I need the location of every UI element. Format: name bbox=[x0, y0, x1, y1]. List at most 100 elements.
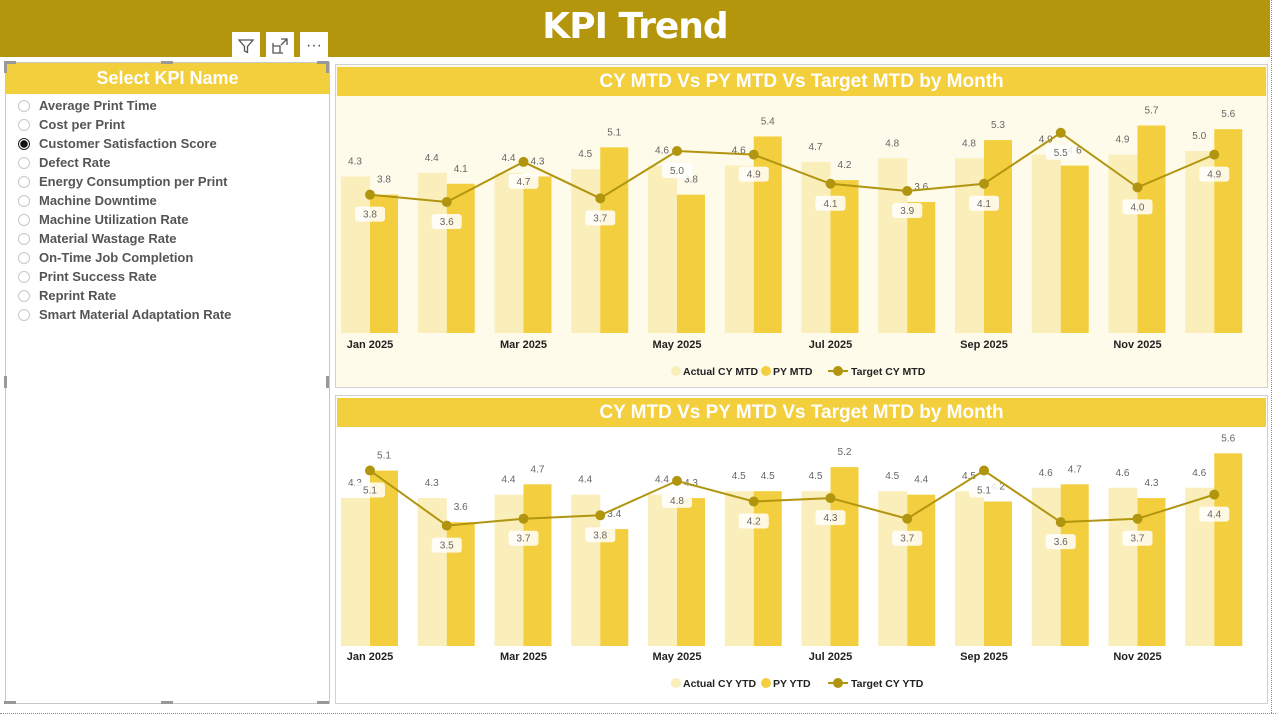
py-bar bbox=[1060, 165, 1089, 333]
actual-label: 4.9 bbox=[1039, 135, 1053, 146]
target-point bbox=[1055, 517, 1066, 528]
target-point bbox=[595, 193, 606, 204]
radio-icon[interactable] bbox=[18, 308, 30, 321]
filter-icon[interactable] bbox=[232, 32, 260, 60]
target-point bbox=[748, 149, 759, 160]
target-label: 4.1 bbox=[824, 199, 838, 210]
actual-label: 4.8 bbox=[885, 138, 899, 149]
target-point bbox=[441, 520, 452, 531]
radio-icon[interactable] bbox=[18, 175, 30, 188]
target-label-box bbox=[355, 482, 385, 498]
py-label: 4.7 bbox=[531, 464, 545, 475]
actual-bar bbox=[1108, 487, 1138, 646]
target-label-box bbox=[815, 195, 846, 211]
slicer-option-label: Machine Utilization Rate bbox=[39, 212, 189, 227]
chart-title: CY MTD Vs PY MTD Vs Target MTD by Month bbox=[337, 67, 1266, 96]
slicer-option[interactable]: Customer Satisfaction Score bbox=[6, 134, 329, 153]
slicer-option[interactable]: Machine Utilization Rate bbox=[6, 210, 329, 229]
radio-icon[interactable] bbox=[18, 99, 30, 112]
slicer-option[interactable]: Machine Downtime bbox=[6, 191, 329, 210]
slicer-option[interactable]: Average Print Time bbox=[6, 96, 329, 115]
target-label-box bbox=[1122, 530, 1153, 546]
py-bar bbox=[677, 498, 705, 646]
radio-icon[interactable] bbox=[18, 289, 30, 302]
slicer-option[interactable]: Defect Rate bbox=[6, 153, 329, 172]
actual-label: 5.0 bbox=[1192, 131, 1206, 142]
py-bar bbox=[1214, 453, 1243, 646]
target-label-box bbox=[815, 510, 846, 526]
py-bar bbox=[830, 467, 859, 646]
py-bar bbox=[1137, 498, 1166, 646]
py-bar bbox=[1060, 484, 1089, 646]
target-point bbox=[1209, 489, 1220, 500]
x-tick-label: May 2025 bbox=[653, 651, 702, 663]
header-bar: KPI Trend bbox=[0, 0, 1270, 57]
slicer-option[interactable]: Cost per Print bbox=[6, 115, 329, 134]
radio-icon[interactable] bbox=[18, 137, 30, 150]
x-tick-label: Jan 2025 bbox=[347, 339, 393, 351]
target-label: 4.9 bbox=[1207, 170, 1221, 181]
slicer-option[interactable]: Smart Material Adaptation Rate bbox=[6, 305, 329, 324]
chart-title: CY MTD Vs PY MTD Vs Target MTD by Month bbox=[337, 398, 1266, 427]
actual-bar bbox=[341, 498, 370, 646]
py-bar bbox=[1214, 129, 1243, 333]
radio-icon[interactable] bbox=[18, 156, 30, 169]
legend-py-icon bbox=[761, 366, 771, 376]
chart-ytd: CY MTD Vs PY MTD Vs Target MTD by Month … bbox=[335, 395, 1268, 704]
py-label: 3.6 bbox=[454, 502, 468, 513]
x-tick-label: May 2025 bbox=[653, 339, 702, 351]
target-label-box bbox=[969, 482, 999, 498]
radio-icon[interactable] bbox=[18, 213, 30, 226]
slicer-option-label: Energy Consumption per Print bbox=[39, 174, 228, 189]
radio-icon[interactable] bbox=[18, 251, 30, 264]
target-label-box bbox=[585, 527, 616, 543]
slicer-option[interactable]: Reprint Rate bbox=[6, 286, 329, 305]
target-label: 5.1 bbox=[977, 486, 991, 497]
radio-icon[interactable] bbox=[18, 232, 30, 245]
target-point bbox=[902, 513, 913, 524]
radio-icon[interactable] bbox=[18, 270, 30, 283]
target-label: 3.8 bbox=[363, 210, 377, 221]
legend-target-icon bbox=[833, 366, 843, 376]
py-bar bbox=[1137, 125, 1166, 333]
x-tick-label: Jan 2025 bbox=[347, 651, 393, 663]
more-options-icon[interactable]: ··· bbox=[300, 32, 328, 60]
py-bar bbox=[984, 140, 1012, 333]
actual-bar bbox=[417, 172, 447, 333]
slicer-option[interactable]: Energy Consumption per Print bbox=[6, 172, 329, 191]
target-point bbox=[825, 493, 836, 504]
target-label-box bbox=[892, 203, 923, 219]
actual-label: 4.6 bbox=[1116, 468, 1130, 479]
legend-actual-icon bbox=[671, 678, 681, 688]
actual-bar bbox=[724, 165, 754, 333]
target-label-box bbox=[969, 195, 999, 211]
target-label-box bbox=[1199, 166, 1230, 182]
x-tick-label: Jul 2025 bbox=[809, 339, 852, 351]
target-label: 3.5 bbox=[440, 541, 454, 552]
slicer-option[interactable]: Material Wastage Rate bbox=[6, 229, 329, 248]
target-point bbox=[365, 465, 375, 476]
target-label-box bbox=[738, 166, 769, 182]
target-label: 4.3 bbox=[824, 513, 838, 524]
legend-target: Target CY YTD bbox=[851, 678, 924, 690]
py-label: 5.4 bbox=[761, 116, 775, 127]
focus-mode-icon[interactable] bbox=[266, 32, 294, 60]
target-label: 3.7 bbox=[1131, 534, 1145, 545]
radio-icon[interactable] bbox=[18, 118, 30, 131]
radio-icon[interactable] bbox=[18, 194, 30, 207]
actual-label: 4.3 bbox=[425, 478, 439, 489]
slicer-option[interactable]: Print Success Rate bbox=[6, 267, 329, 286]
target-label-box bbox=[1199, 506, 1230, 522]
slicer-option-label: Material Wastage Rate bbox=[39, 231, 177, 246]
target-label: 4.4 bbox=[1207, 510, 1221, 521]
target-line bbox=[369, 469, 1215, 527]
actual-label: 4.3 bbox=[348, 156, 362, 167]
target-label-box bbox=[662, 492, 692, 508]
target-point bbox=[825, 178, 836, 189]
target-label: 4.9 bbox=[747, 170, 761, 181]
slicer-option-label: Defect Rate bbox=[39, 155, 111, 170]
actual-bar bbox=[341, 176, 370, 333]
legend-py-icon bbox=[761, 678, 771, 688]
slicer-option[interactable]: On-Time Job Completion bbox=[6, 248, 329, 267]
py-label: 5.6 bbox=[1221, 109, 1235, 120]
